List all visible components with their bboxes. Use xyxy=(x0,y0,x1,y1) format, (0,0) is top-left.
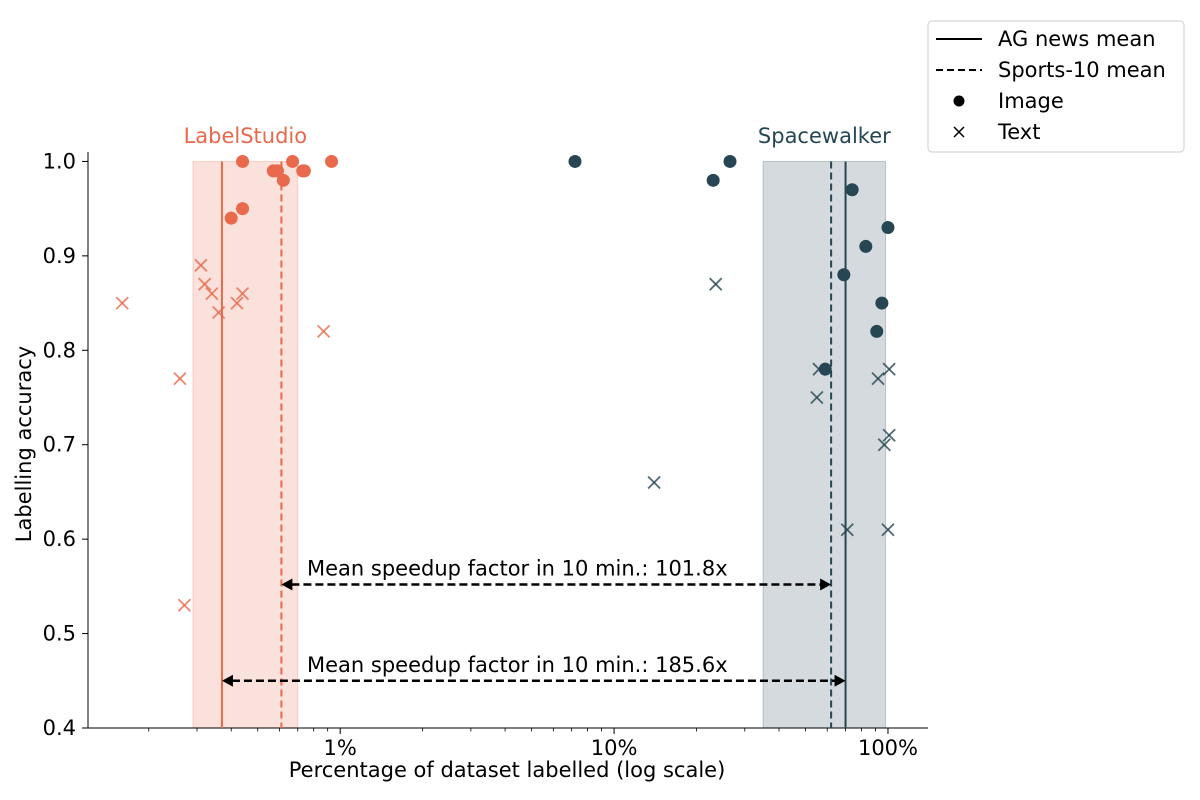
text-point-stroke xyxy=(177,598,192,612)
x-tick-label: 1% xyxy=(324,736,357,760)
legend: AG news mean Sports-10 mean Image Text xyxy=(927,20,1185,153)
x-tick-label: 100% xyxy=(858,736,918,760)
text-point xyxy=(871,371,885,386)
text-point xyxy=(194,258,208,272)
image-point xyxy=(270,164,284,178)
image-point xyxy=(224,211,238,225)
group-label-spacewalker: Spacewalker xyxy=(758,124,891,148)
text-point xyxy=(235,287,250,301)
legend-cross-icon xyxy=(953,126,965,138)
mean-bands xyxy=(192,160,887,729)
text-point-stroke xyxy=(647,475,661,490)
text-point xyxy=(177,598,192,612)
legend-entry-label: Text xyxy=(997,120,1040,144)
speedup-label: Mean speedup factor in 10 min.: 101.8x xyxy=(307,556,728,580)
text-point-stroke xyxy=(230,296,244,310)
text-point xyxy=(212,305,226,320)
text-point xyxy=(810,390,824,405)
text-point-stroke xyxy=(115,296,129,310)
text-point-stroke xyxy=(709,277,723,291)
text-point-stroke xyxy=(316,324,331,339)
data-points xyxy=(115,154,896,612)
x-tick-label: 10% xyxy=(591,736,638,760)
image-point xyxy=(875,296,889,310)
text-point-stroke xyxy=(194,258,208,272)
arrow-head-right xyxy=(834,674,846,687)
text-point xyxy=(173,371,187,386)
image-point xyxy=(276,173,290,187)
image-point xyxy=(286,154,300,168)
text-point xyxy=(115,296,129,310)
text-point-stroke xyxy=(877,438,891,452)
text-point xyxy=(881,523,895,537)
band-labelstudio xyxy=(192,160,299,729)
y-tick-label: 1.0 xyxy=(43,149,76,173)
y-tick-label: 0.9 xyxy=(43,244,76,268)
y-tick-label: 0.7 xyxy=(43,433,76,457)
legend-box xyxy=(927,20,1185,153)
band-spacewalker xyxy=(762,160,887,729)
text-point-stroke xyxy=(212,305,226,320)
image-point xyxy=(837,268,851,282)
group-label-labelstudio: LabelStudio xyxy=(184,124,308,148)
text-point-stroke xyxy=(881,523,895,537)
legend-dot-icon xyxy=(953,95,965,107)
image-point xyxy=(236,202,250,216)
image-point xyxy=(706,173,720,187)
text-point-stroke xyxy=(840,523,854,537)
text-point-stroke xyxy=(882,428,896,442)
text-point-stroke xyxy=(173,371,187,386)
image-point xyxy=(297,164,311,178)
image-point xyxy=(723,154,737,168)
y-tick-label: 0.5 xyxy=(43,622,76,646)
text-point xyxy=(205,287,219,301)
text-point-stroke xyxy=(882,362,896,376)
legend-entry-label: Sports-10 mean xyxy=(998,58,1166,82)
arrow-head-left xyxy=(221,674,233,687)
y-tick-label: 0.8 xyxy=(43,338,76,362)
image-point xyxy=(818,362,832,376)
image-point xyxy=(568,154,582,168)
text-point xyxy=(709,277,723,291)
speedup-label: Mean speedup factor in 10 min.: 185.6x xyxy=(307,653,728,677)
image-point xyxy=(236,154,250,168)
legend-entry-label: Image xyxy=(998,89,1064,113)
text-point xyxy=(877,438,891,452)
text-point-stroke xyxy=(205,287,219,301)
y-tick-label: 0.4 xyxy=(43,716,76,740)
image-point xyxy=(870,324,884,338)
text-point xyxy=(647,475,661,490)
x-axis-label: Percentage of dataset labelled (log scal… xyxy=(289,758,726,782)
image-point xyxy=(859,239,873,253)
text-point xyxy=(198,277,212,291)
text-point xyxy=(840,523,854,537)
text-point-stroke xyxy=(810,390,824,405)
legend-entry-label: AG news mean xyxy=(998,27,1156,51)
mean-lines xyxy=(220,161,847,728)
arrow-head-right xyxy=(820,578,832,591)
text-point-stroke xyxy=(198,277,212,291)
axes: 0.4 0.5 0.6 0.7 0.8 0.9 1.0 1% 10% 100% Percentage… xyxy=(12,124,928,782)
arrow-head-left xyxy=(281,578,293,591)
y-tick-label: 0.6 xyxy=(43,527,76,551)
y-axis-label: Labelling accuracy xyxy=(12,346,36,542)
image-point xyxy=(845,183,859,197)
image-point xyxy=(325,154,339,168)
text-point-stroke xyxy=(235,287,250,301)
text-point xyxy=(882,362,896,376)
text-point-stroke xyxy=(871,371,885,386)
image-point xyxy=(881,221,895,235)
text-point xyxy=(882,428,896,442)
speedup-annotations: Mean speedup factor in 10 min.: 101.8x Me… xyxy=(221,556,846,687)
text-point xyxy=(316,324,331,339)
text-point xyxy=(230,296,244,310)
